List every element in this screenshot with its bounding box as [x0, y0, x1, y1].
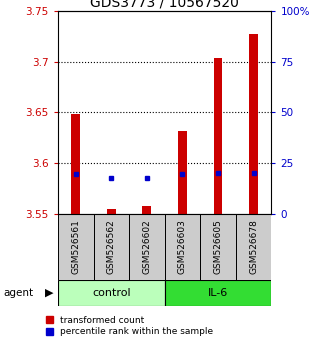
Text: IL-6: IL-6 [208, 288, 228, 298]
Text: control: control [92, 288, 131, 298]
Text: ▶: ▶ [45, 288, 53, 298]
Text: GSM526561: GSM526561 [71, 219, 80, 274]
Bar [178, 131, 187, 214]
Bar [249, 34, 258, 214]
Bar [200, 214, 236, 280]
Bar [165, 280, 271, 306]
Bar [93, 214, 129, 280]
Text: GSM526602: GSM526602 [142, 219, 151, 274]
Text: GSM526605: GSM526605 [213, 219, 222, 274]
Title: GDS3773 / 10567520: GDS3773 / 10567520 [90, 0, 239, 10]
Bar [129, 214, 165, 280]
Legend: transformed count, percentile rank within the sample: transformed count, percentile rank withi… [46, 316, 213, 336]
Bar [58, 214, 93, 280]
Bar [142, 206, 151, 214]
Text: GSM526678: GSM526678 [249, 219, 258, 274]
Bar [213, 58, 222, 214]
Bar [58, 280, 165, 306]
Text: GSM526603: GSM526603 [178, 219, 187, 274]
Bar [165, 214, 200, 280]
Text: agent: agent [3, 288, 33, 298]
Bar [71, 114, 80, 214]
Bar [236, 214, 271, 280]
Text: GSM526562: GSM526562 [107, 219, 116, 274]
Bar [107, 209, 116, 214]
